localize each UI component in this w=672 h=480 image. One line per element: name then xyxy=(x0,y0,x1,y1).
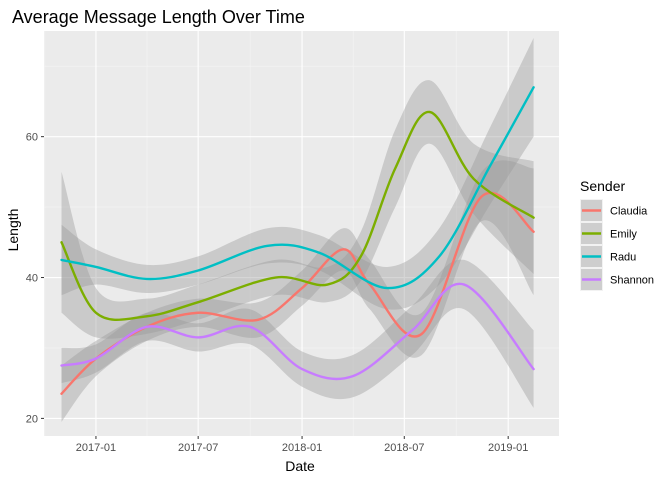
chart-title: Average Message Length Over Time xyxy=(12,7,305,27)
legend-label: Emily xyxy=(610,229,637,241)
y-tick-label: 20 xyxy=(26,413,38,425)
x-tick-label: 2017-01 xyxy=(76,442,116,454)
x-axis: 2017-01 2017-07 2018-01 2018-07 2019-01 xyxy=(76,436,528,454)
y-axis-title: Length xyxy=(5,209,21,252)
grid-major xyxy=(44,31,559,436)
x-tick-label: 2018-07 xyxy=(384,442,424,454)
series-line-shannon xyxy=(60,282,535,381)
legend-item-emily: Emily xyxy=(580,222,637,245)
plot-area xyxy=(44,31,559,436)
x-tick-label: 2019-01 xyxy=(488,442,528,454)
legend-item-shannon: Shannon xyxy=(580,268,654,291)
confidence-band-shannon xyxy=(61,259,534,408)
series-lines xyxy=(60,86,535,395)
x-tick-label: 2018-01 xyxy=(282,442,322,454)
legend-label: Radu xyxy=(610,252,636,264)
y-tick-label: 40 xyxy=(26,273,38,285)
legend: Sender Claudia Emily Radu Shannon xyxy=(580,178,654,291)
x-axis-title: Date xyxy=(285,458,315,474)
grid-minor xyxy=(44,31,559,436)
legend-label: Claudia xyxy=(610,206,648,218)
confidence-band-radu xyxy=(61,38,534,310)
series-line-emily xyxy=(60,110,535,321)
y-axis: 20 40 60 xyxy=(26,132,44,425)
legend-label: Shannon xyxy=(610,275,654,287)
legend-item-radu: Radu xyxy=(580,245,636,268)
legend-title: Sender xyxy=(580,178,625,194)
confidence-band-emily xyxy=(61,80,534,339)
series-line-radu xyxy=(60,86,535,290)
legend-item-claudia: Claudia xyxy=(580,199,648,222)
y-tick-label: 60 xyxy=(26,132,38,144)
x-tick-label: 2017-07 xyxy=(178,442,218,454)
